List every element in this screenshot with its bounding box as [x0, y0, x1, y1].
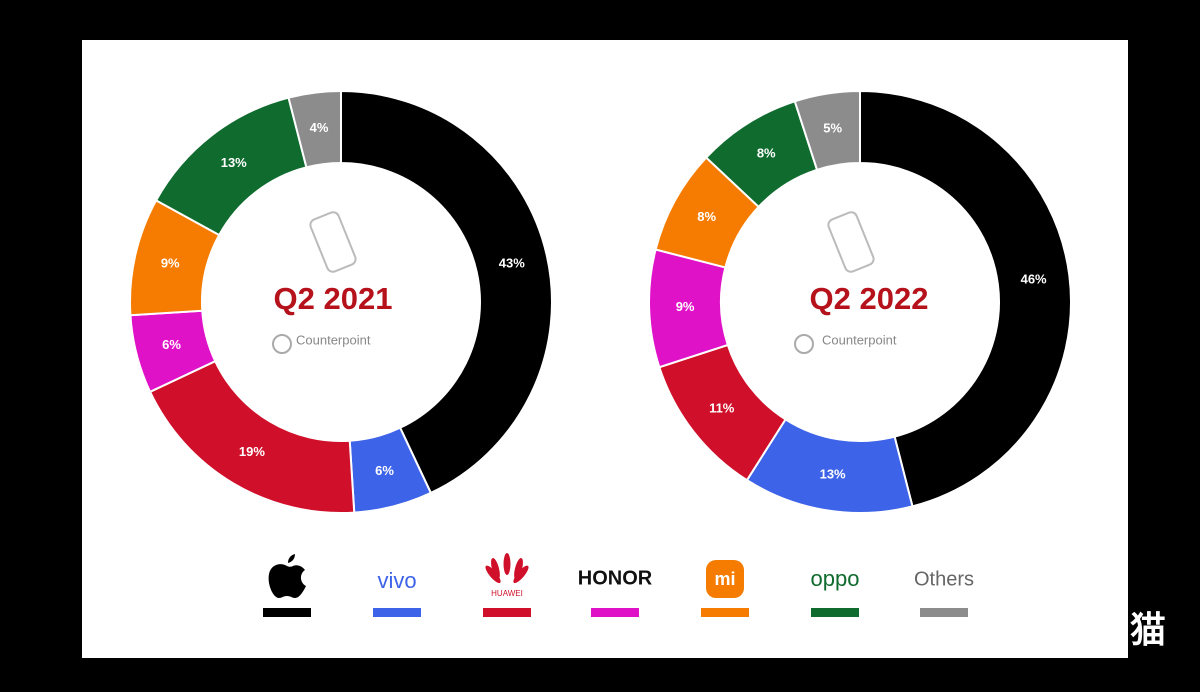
data-label: 8%: [697, 209, 716, 224]
source-logo: [272, 334, 814, 354]
data-label: 9%: [161, 255, 180, 270]
mi-logo: [706, 560, 744, 598]
legend-label: oppo: [811, 566, 860, 591]
chart-title: Q2 2022: [810, 281, 929, 316]
legend-swatch: [920, 608, 968, 617]
chart-title: Q2 2021: [274, 281, 393, 316]
donut-segment: [793, 89, 861, 172]
data-label: 19%: [239, 444, 265, 459]
legend-swatch: [811, 608, 859, 617]
legend-swatch: [591, 608, 639, 617]
source: Counterpoint: [296, 332, 371, 347]
watermark: 机智猫: [1058, 609, 1166, 650]
data-label: 13%: [221, 155, 247, 170]
legend: vivo HUAWEI HONOR mi oppo Others: [268, 553, 974, 598]
legend-label: mi: [714, 569, 735, 589]
data-label: 46%: [1021, 272, 1047, 287]
legend-swatch: [263, 608, 311, 617]
legend-swatch: [483, 608, 531, 617]
data-label: 4%: [310, 120, 329, 135]
apple-logo: [268, 554, 306, 598]
phone-icon: [309, 211, 875, 273]
donut-segment: [859, 89, 1072, 508]
donut-segment: [287, 89, 342, 169]
legend-label: HUAWEI: [491, 589, 523, 598]
data-label: 6%: [375, 463, 394, 478]
data-label: 13%: [820, 466, 846, 481]
legend-label: HONOR: [578, 567, 653, 589]
data-label: 5%: [823, 121, 842, 136]
data-label: 11%: [709, 401, 735, 416]
donut-segment: [340, 89, 553, 495]
legend-swatch: [373, 608, 421, 617]
legend-swatch: [701, 608, 749, 617]
source: Counterpoint: [822, 332, 897, 347]
legend-label: vivo: [377, 568, 416, 593]
huawei-logo: [485, 553, 529, 584]
data-label: 43%: [499, 255, 525, 270]
data-label: 6%: [162, 337, 181, 352]
data-label: 8%: [757, 146, 776, 161]
data-label: 9%: [676, 299, 695, 314]
legend-label: Others: [914, 568, 974, 590]
